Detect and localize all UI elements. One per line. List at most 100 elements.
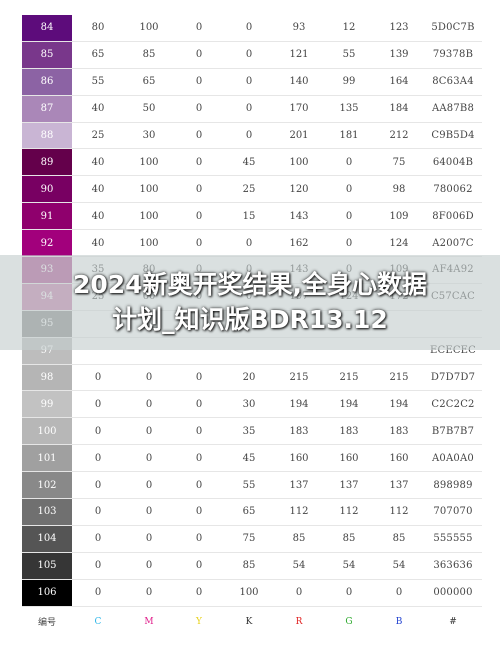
cell-y: 0	[174, 175, 224, 204]
cell-c: 40	[72, 148, 124, 177]
color-swatch: 87	[22, 95, 72, 123]
cell-b: 215	[374, 364, 424, 392]
table-row: 85 65 85 0 0 121 55 139 79378B	[22, 41, 482, 69]
cell-g: 137	[324, 471, 374, 500]
cell-c: 80	[72, 15, 124, 42]
overlay-title-line-2: 计划_知识版BDR13.12	[112, 305, 388, 334]
cell-c: 0	[72, 390, 124, 419]
cell-k: 55	[224, 471, 274, 500]
cell-hex: 707070	[424, 498, 482, 526]
cell-g: 160	[324, 444, 374, 473]
cell-y: 0	[174, 417, 224, 446]
table-row: 100 0 0 0 35 183 183 183 B7B7B7	[22, 417, 482, 446]
cell-g: 54	[324, 552, 374, 580]
cell-m: 0	[124, 552, 174, 580]
cell-c: 40	[72, 95, 124, 123]
cell-k: 30	[224, 390, 274, 419]
cell-m: 50	[124, 95, 174, 123]
cell-r: 160	[274, 444, 324, 473]
title-overlay-band	[0, 255, 500, 350]
cell-b: 183	[374, 417, 424, 446]
cell-hex: 8C63A4	[424, 68, 482, 96]
cell-r: 194	[274, 390, 324, 419]
cell-b: 124	[374, 229, 424, 258]
cell-k: 15	[224, 202, 274, 231]
cell-y: 0	[174, 15, 224, 42]
table-row: 99 0 0 0 30 194 194 194 C2C2C2	[22, 390, 482, 419]
cell-b: 54	[374, 552, 424, 580]
color-swatch: 103	[22, 498, 72, 526]
cell-g: 181	[324, 122, 374, 150]
color-swatch: 101	[22, 444, 72, 473]
cell-y: 0	[174, 498, 224, 526]
cell-b: 160	[374, 444, 424, 473]
cell-y: 0	[174, 444, 224, 473]
cell-k: 65	[224, 498, 274, 526]
cell-b: 137	[374, 471, 424, 500]
footer-k: K	[245, 616, 253, 627]
cell-b: 112	[374, 498, 424, 526]
cell-b: 98	[374, 175, 424, 204]
table-row: 104 0 0 0 75 85 85 85 555555	[22, 525, 482, 553]
color-swatch: 99	[22, 390, 72, 419]
cell-b: 164	[374, 68, 424, 96]
cell-g: 215	[324, 364, 374, 392]
color-swatch: 88	[22, 122, 72, 150]
table-row: 103 0 0 0 65 112 112 112 707070	[22, 498, 482, 526]
cell-r: 120	[274, 175, 324, 204]
cell-g: 0	[324, 175, 374, 204]
cell-hex: C9B5D4	[424, 122, 482, 150]
color-swatch: 86	[22, 68, 72, 96]
cell-c: 0	[72, 525, 124, 553]
cell-k: 45	[224, 148, 274, 177]
cell-r: 183	[274, 417, 324, 446]
cell-hex: C2C2C2	[424, 390, 482, 419]
cell-hex: 5D0C7B	[424, 15, 482, 42]
cell-b: 0	[374, 579, 424, 607]
overlay-title[interactable]: 2024新奥开奖结果,全身心数据 计划_知识版BDR13.12	[0, 267, 500, 337]
cell-b: 109	[374, 202, 424, 231]
cell-g: 0	[324, 579, 374, 607]
cell-m: 85	[124, 41, 174, 69]
cell-b: 75	[374, 148, 424, 177]
cell-m: 100	[124, 202, 174, 231]
cell-hex: 8F006D	[424, 202, 482, 231]
cell-c: 65	[72, 41, 124, 69]
table-footer-row: 编号 C M Y K R G B #	[22, 606, 482, 637]
footer-m: M	[144, 616, 154, 627]
cell-y: 0	[174, 41, 224, 69]
cell-c: 0	[72, 444, 124, 473]
cell-g: 85	[324, 525, 374, 553]
footer-c: C	[94, 616, 102, 627]
cell-m: 0	[124, 498, 174, 526]
footer-g: G	[345, 616, 353, 627]
cell-hex: 64004B	[424, 148, 482, 177]
footer-hex: #	[449, 616, 457, 627]
cell-g: 0	[324, 202, 374, 231]
cell-hex: A2007C	[424, 229, 482, 258]
cell-y: 0	[174, 552, 224, 580]
cell-y: 0	[174, 95, 224, 123]
table-row: 98 0 0 0 20 215 215 215 D7D7D7	[22, 364, 482, 392]
cell-g: 55	[324, 41, 374, 69]
cell-b: 139	[374, 41, 424, 69]
color-swatch: 104	[22, 525, 72, 553]
cell-b: 212	[374, 122, 424, 150]
cell-y: 0	[174, 229, 224, 258]
cell-k: 100	[224, 579, 274, 607]
table-row: 87 40 50 0 0 170 135 184 AA87B8	[22, 95, 482, 123]
cell-b: 194	[374, 390, 424, 419]
cell-k: 35	[224, 417, 274, 446]
cell-hex: 898989	[424, 471, 482, 500]
cell-c: 55	[72, 68, 124, 96]
cell-m: 0	[124, 444, 174, 473]
cell-hex: A0A0A0	[424, 444, 482, 473]
color-swatch: 105	[22, 552, 72, 580]
cell-r: 162	[274, 229, 324, 258]
cell-c: 0	[72, 579, 124, 607]
color-swatch: 98	[22, 364, 72, 392]
table-row: 92 40 100 0 0 162 0 124 A2007C	[22, 229, 482, 258]
color-swatch: 91	[22, 202, 72, 231]
cell-g: 194	[324, 390, 374, 419]
cell-c: 40	[72, 175, 124, 204]
